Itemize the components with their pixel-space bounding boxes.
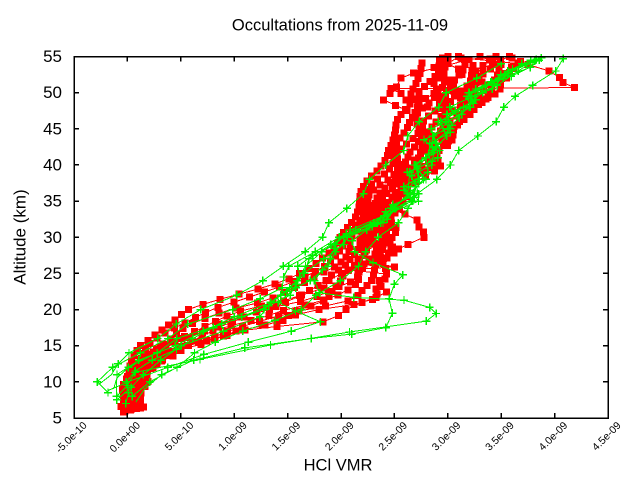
svg-text:Occultations from 2025-11-09: Occultations from 2025-11-09 bbox=[232, 17, 448, 35]
svg-text:25: 25 bbox=[43, 264, 62, 283]
svg-text:HCl VMR: HCl VMR bbox=[304, 457, 373, 475]
svg-text:45: 45 bbox=[43, 119, 62, 138]
svg-text:50: 50 bbox=[43, 83, 62, 102]
svg-text:5: 5 bbox=[53, 409, 62, 428]
svg-text:55: 55 bbox=[43, 47, 62, 66]
svg-text:20: 20 bbox=[43, 300, 62, 319]
svg-text:40: 40 bbox=[43, 155, 62, 174]
svg-text:Altitude (km): Altitude (km) bbox=[11, 189, 30, 284]
svg-text:30: 30 bbox=[43, 228, 62, 247]
svg-text:15: 15 bbox=[43, 336, 62, 355]
svg-text:10: 10 bbox=[43, 372, 62, 391]
svg-text:35: 35 bbox=[43, 192, 62, 211]
